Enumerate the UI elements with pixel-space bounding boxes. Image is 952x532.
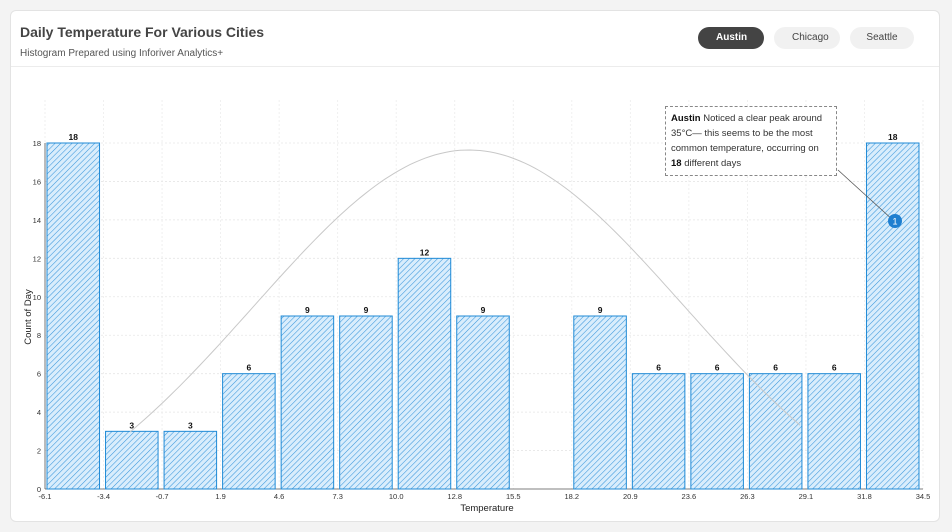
x-tick-label: 26.3	[740, 492, 755, 501]
histogram-bar[interactable]	[690, 373, 744, 490]
tab-chicago[interactable]: Chicago	[774, 27, 840, 49]
histogram-bar[interactable]	[105, 430, 159, 490]
y-tick-label: 14	[33, 216, 41, 225]
y-tick-label: 2	[37, 447, 41, 456]
x-tick-label: 29.1	[799, 492, 814, 501]
histogram-bar[interactable]	[339, 315, 393, 490]
x-tick-label: -6.1	[39, 492, 52, 501]
y-tick-label: 12	[33, 254, 41, 263]
card-header: Daily Temperature For Various Cities His…	[11, 11, 939, 67]
chart-title: Daily Temperature For Various Cities	[20, 24, 265, 40]
x-tick-label: 20.9	[623, 492, 638, 501]
histogram-bar[interactable]	[807, 373, 861, 490]
histogram-bar[interactable]	[631, 373, 686, 490]
x-tick-label: 1.9	[215, 492, 225, 501]
y-tick-label: 18	[33, 139, 41, 148]
histogram-bar[interactable]	[865, 142, 920, 490]
bar-value-label: 6	[246, 363, 251, 373]
histogram-bar[interactable]	[573, 315, 627, 490]
annotation-marker-label: 1	[892, 217, 897, 227]
city-tabs: Austin Chicago Seattle	[698, 27, 914, 49]
y-axis-title: Count of Day	[23, 289, 34, 345]
tab-seattle[interactable]: Seattle	[850, 27, 914, 49]
histogram-bar[interactable]	[456, 315, 510, 490]
x-tick-label: 23.6	[682, 492, 697, 501]
histogram-bar[interactable]	[46, 142, 101, 490]
histogram-bar[interactable]	[280, 315, 335, 490]
histogram-bar[interactable]	[222, 373, 276, 490]
x-tick-label: 7.3	[332, 492, 342, 501]
labels: 18 3 3 6 9 9 12 9 9 6 6 6 6 18	[69, 132, 898, 430]
x-tick-label: 18.2	[564, 492, 579, 501]
y-tick-label: 16	[33, 177, 41, 186]
bar-value-label: 9	[481, 305, 486, 315]
annotation-connector	[837, 169, 895, 222]
tab-austin[interactable]: Austin	[698, 27, 764, 49]
x-tick-label: -0.7	[156, 492, 169, 501]
y-tick-label: 0	[37, 485, 41, 494]
x-tick-label: 34.5	[916, 492, 931, 501]
x-tick-label: 15.5	[506, 492, 521, 501]
histogram-bar[interactable]	[748, 373, 803, 490]
bar-value-label: 6	[773, 363, 778, 373]
x-tick-label: 31.8	[857, 492, 872, 501]
y-tick-label: 4	[37, 408, 41, 417]
x-axis-title: Temperature	[460, 503, 513, 514]
bar-value-label: 18	[888, 132, 898, 142]
y-tick-label: 8	[37, 331, 41, 340]
distribution-curve	[129, 149, 801, 433]
annotation-city: Austin	[671, 113, 701, 124]
x-tick-label: -3.4	[97, 492, 110, 501]
y-tick-label: 6	[37, 370, 41, 379]
bar-value-label: 6	[656, 363, 661, 373]
bar-value-label: 3	[188, 420, 193, 430]
bar-value-label: 9	[364, 305, 369, 315]
annotation-count: 18	[671, 158, 682, 169]
annotation-text-a: Noticed a clear peak around 35°C— this s…	[671, 113, 823, 154]
histogram-bar[interactable]	[163, 430, 218, 490]
bar-value-label: 9	[305, 305, 310, 315]
annotation-box: Austin Noticed a clear peak around 35°C—…	[665, 106, 837, 176]
annotation-marker[interactable]	[888, 214, 902, 228]
bar-value-label: 12	[420, 247, 430, 257]
annotation-text-b: different days	[681, 158, 742, 169]
x-tick-label: 10.0	[389, 492, 404, 501]
bar-value-label: 6	[715, 363, 720, 373]
x-tick-label: 12.8	[447, 492, 462, 501]
bar-value-label: 18	[69, 132, 79, 142]
y-tick-label: 10	[33, 293, 41, 302]
bar-value-label: 3	[129, 420, 134, 430]
bar-value-label: 9	[598, 305, 603, 315]
chart-subtitle: Histogram Prepared using Inforiver Analy…	[20, 48, 224, 59]
bars	[46, 142, 920, 490]
bar-value-label: 6	[832, 363, 837, 373]
normal-curve-line	[129, 149, 801, 433]
histogram-bar[interactable]	[397, 257, 452, 490]
x-tick-label: 4.6	[274, 492, 284, 501]
